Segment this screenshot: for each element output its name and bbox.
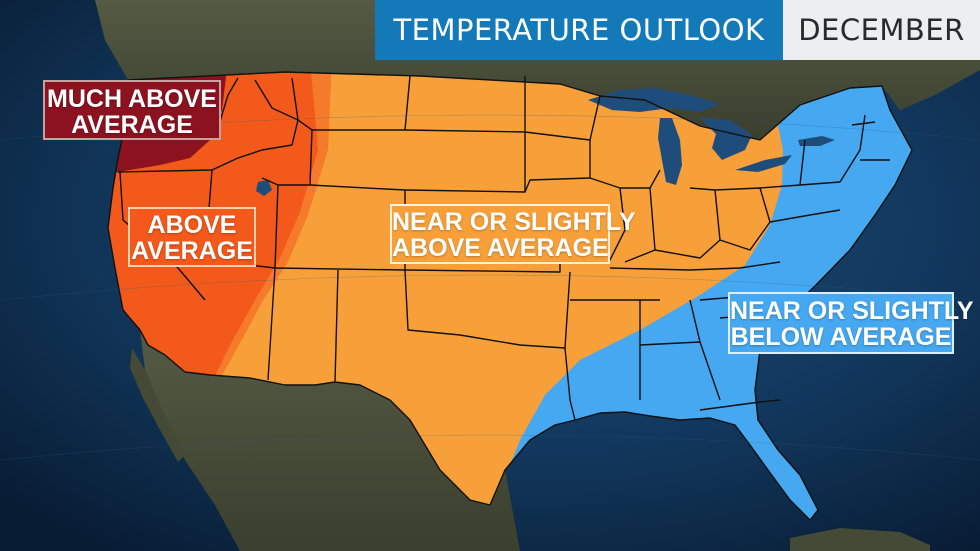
label-above-average: ABOVE AVERAGE [128, 207, 256, 267]
lake-ontario [798, 136, 835, 146]
label-line: ABOVE AVERAGE [392, 234, 609, 262]
label-line: NEAR OR SLIGHTLY [730, 297, 974, 325]
state-borders [107, 71, 913, 521]
zone-above-transition [212, 72, 332, 382]
outlook-title-banner: TEMPERATURE OUTLOOK [375, 0, 783, 60]
mexico-landmass [140, 330, 520, 551]
lake-superior [588, 88, 720, 112]
lake-michigan [658, 118, 682, 185]
great-lakes [256, 88, 835, 196]
lake-erie [735, 155, 792, 172]
cuba-landmass [790, 528, 930, 551]
label-line: AVERAGE [131, 237, 253, 265]
baja-peninsula [130, 348, 185, 462]
label-much-above-average: MUCH ABOVE AVERAGE [43, 80, 221, 140]
label-line: NEAR OR SLIGHTLY [392, 208, 636, 236]
great-salt-lake [256, 180, 272, 196]
label-near-slightly-above-average: NEAR OR SLIGHTLY ABOVE AVERAGE [390, 204, 636, 264]
label-near-slightly-below-average: NEAR OR SLIGHTLY BELOW AVERAGE [728, 292, 974, 354]
label-line: BELOW AVERAGE [730, 323, 952, 351]
label-line: MUCH ABOVE [47, 85, 217, 113]
label-line: ABOVE [147, 211, 237, 239]
month-banner: DECEMBER [783, 0, 980, 60]
label-line: AVERAGE [71, 111, 193, 139]
